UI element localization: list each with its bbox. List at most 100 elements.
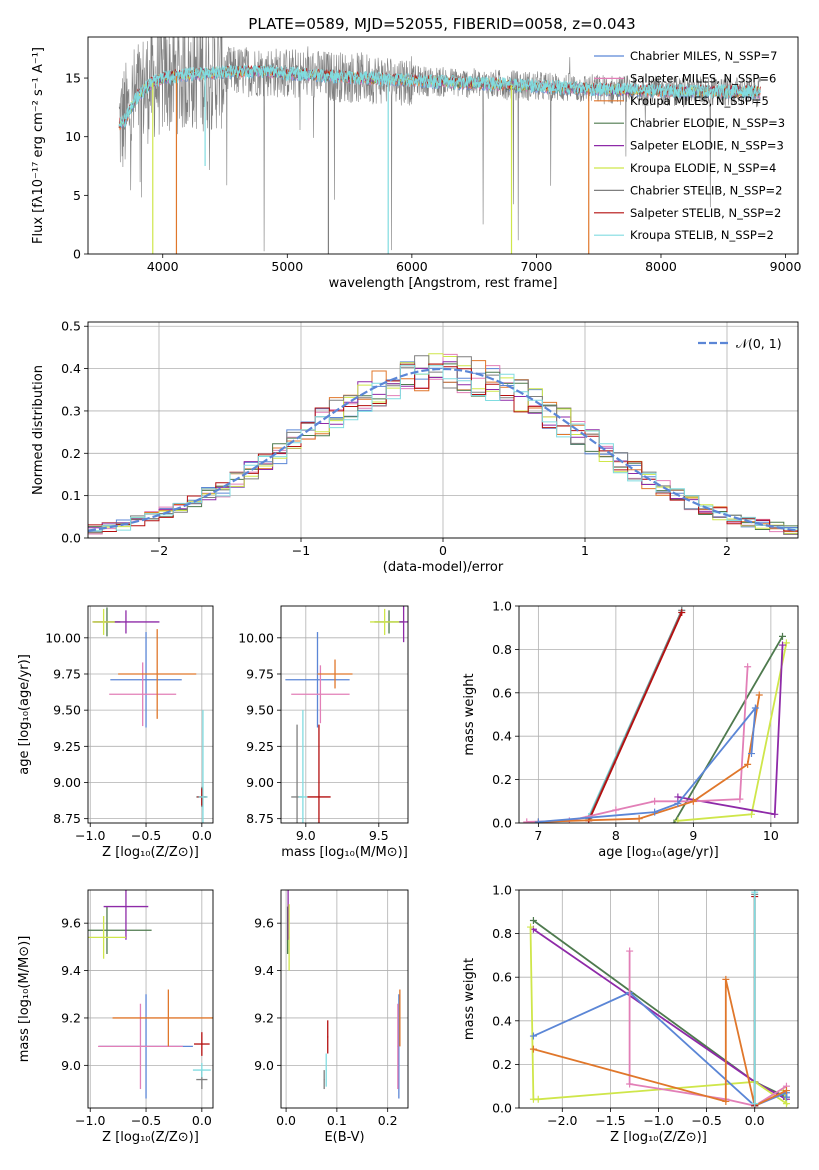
y-tick-label: 0.0: [492, 1101, 512, 1116]
weight-marker-salpeter_miles: [626, 1080, 634, 1088]
legend-label-chabrier_elodie: Chabrier ELODIE, N_SSP=3: [630, 116, 785, 130]
weight-marker-kroupa_miles: [635, 815, 643, 823]
x-tick-label: 0.0: [192, 828, 212, 843]
y-tick-label: 15: [65, 71, 81, 86]
axes-frame-group: 9.0 9.5 8.75 9.00 9.25 9.50 9.75 10.00 mass [log…: [238, 605, 409, 860]
weight-marker-kroupa_stelib: [751, 1100, 759, 1108]
x-tick-label: −0.5: [691, 1113, 721, 1128]
y-tick-label: 0.4: [61, 361, 81, 376]
y-tick-label: 9.50: [53, 703, 81, 718]
plot-area: [285, 606, 408, 823]
y-tick-label: 9.75: [246, 666, 274, 681]
y-tick-label: 0.6: [492, 685, 512, 700]
histogram-kroupa_stelib: [88, 364, 798, 532]
y-tick-label: 10: [65, 129, 81, 144]
y-tick-label: 0.6: [492, 970, 512, 985]
x-tick-label: 9: [689, 828, 697, 843]
y-tick-label: 9.25: [53, 739, 81, 754]
weight-line-chabrier_elodie: [673, 635, 784, 823]
y-tick-label: 0.1: [61, 488, 81, 503]
weight-marker-chabrier_miles: [751, 704, 759, 712]
weight-marker-chabrier_miles: [782, 1093, 790, 1101]
x-tick-label: −0.5: [131, 1113, 161, 1128]
axes-frame: [87, 605, 214, 824]
weight-marker-kroupa_miles: [722, 1097, 730, 1105]
x-tick-label: 9.5: [369, 828, 389, 843]
y-tick-label: 9.0: [61, 1058, 81, 1073]
legend-label-chabrier_miles: Chabrier MILES, N_SSP=7: [630, 49, 777, 63]
axes-frame: [280, 889, 409, 1109]
y-tick-label: 9.25: [246, 739, 274, 754]
x-axis-label: E(B-V): [324, 1130, 364, 1145]
weight-marker-salpeter_elodie: [771, 810, 779, 818]
plot-background: [88, 606, 213, 823]
x-tick-label: 0.1: [327, 1113, 347, 1128]
plot-background: [519, 606, 798, 823]
axes-frame-group: −2.0 −1.5 −1.0 −0.5 0.0 0.0 0.2 0.4 0.6 0.8 1.0 Z […: [462, 883, 799, 1145]
x-tick-label: 0.0: [745, 1113, 765, 1128]
y-tick-label: 0.0: [61, 531, 81, 546]
x-axis-label: Z [log₁₀(Z/Z⊙)]: [102, 1130, 199, 1145]
weight-marker-salpeter_miles: [612, 806, 620, 814]
y-axis-label: mass weight: [462, 958, 477, 1040]
weight-marker-kroupa_miles: [689, 797, 697, 805]
plot-background: [281, 606, 408, 823]
legend-label-kroupa_elodie: Kroupa ELODIE, N_SSP=4: [630, 161, 776, 175]
weight-marker-kroupa_stelib: [751, 890, 759, 896]
y-tick-label: 5: [73, 188, 81, 203]
weight-vs-metallicity-panel: −2.0 −1.5 −1.0 −0.5 0.0 0.0 0.2 0.4 0.6 0.8 1.0 Z […: [462, 883, 799, 1145]
normal-curve: [88, 367, 798, 532]
x-tick-label: −1.0: [75, 828, 105, 843]
y-tick-label: 1.0: [492, 883, 512, 898]
y-tick-label: 0.4: [492, 1013, 512, 1028]
axes-frame-group: 7 8 9 10 0.0 0.2 0.4 0.6 0.8 1.0 age [log₁₀(age/yr…: [462, 599, 799, 860]
weight-marker-salpeter_elodie: [674, 793, 682, 801]
x-tick-label: 0.0: [192, 1113, 212, 1128]
x-tick-label: 0.0: [276, 1113, 296, 1128]
legend-label-chabrier_stelib: Chabrier STELIB, N_SSP=2: [630, 183, 782, 197]
x-tick-label: −1.0: [643, 1113, 673, 1128]
weight-marker-salpeter_miles: [523, 818, 531, 823]
plot-area: [527, 890, 790, 1108]
weight-marker-chabrier_miles: [529, 1032, 537, 1040]
y-axis-label: mass [log₁₀(M/M⊙)]: [17, 936, 32, 1063]
x-tick-label: −2: [150, 543, 168, 558]
y-tick-label: 8.75: [246, 811, 274, 826]
plot-area: [88, 353, 798, 535]
weight-marker-kroupa_miles: [529, 1045, 537, 1053]
axes-frame-group: 0.0 0.1 0.2 9.0 9.2 9.4 9.6 E(B-V): [254, 889, 409, 1145]
y-tick-label: 9.75: [53, 666, 81, 681]
age-vs-metallicity-panel: −1.0 −0.5 0.0 8.75 9.00 9.25 9.50 9.75 10.00 Z [l…: [17, 605, 214, 860]
weight-marker-chabrier_miles: [651, 808, 659, 816]
x-tick-label: 5000: [271, 259, 303, 274]
plot-background: [281, 890, 408, 1108]
x-tick-label: −2.0: [547, 1113, 577, 1128]
y-tick-label: 0.2: [492, 772, 512, 787]
axes-frame: [87, 36, 799, 255]
x-axis-label: age [log₁₀(age/yr)]: [598, 845, 719, 860]
x-tick-label: −1: [292, 543, 310, 558]
weight-marker-chabrier_elodie: [529, 917, 537, 925]
legend-label-salpeter_miles: Salpeter MILES, N_SSP=6: [630, 71, 776, 85]
y-tick-label: 0.3: [61, 403, 81, 418]
axes-frame-group: 4000 5000 6000 7000 8000 9000 0 5 10 15 wavelength…: [31, 36, 801, 291]
legend-label-salpeter_elodie: Salpeter ELODIE, N_SSP=3: [630, 139, 784, 153]
x-axis-label: wavelength [Angstrom, rest frame]: [329, 276, 558, 291]
x-tick-label: 8: [612, 828, 620, 843]
weight-marker-salpeter_miles: [736, 795, 744, 803]
weight-marker-salpeter_stelib: [678, 609, 686, 617]
y-axis-label: age [log₁₀(age/yr)]: [17, 654, 32, 775]
weight-marker-salpeter_miles: [744, 663, 752, 671]
spectrum-panel: 4000 5000 6000 7000 8000 9000 0 5 10 15 wavelength…: [31, 36, 801, 291]
axes-frame-group: −1.0 −0.5 0.0 8.75 9.00 9.25 9.50 9.75 10.00 Z [l…: [17, 605, 214, 860]
y-tick-label: 8.75: [53, 811, 81, 826]
y-tick-label: 9.00: [53, 775, 81, 790]
legend-label-normal: 𝒩(0, 1): [736, 336, 782, 351]
x-axis-label: mass [log₁₀(M/M⊙)]: [281, 845, 408, 860]
age-vs-mass-panel: 9.0 9.5 8.75 9.00 9.25 9.50 9.75 10.00 mass [log…: [238, 605, 409, 860]
weight-marker-kroupa_elodie: [527, 923, 535, 931]
y-axis-label: Flux [fλ10⁻¹⁷ erg cm⁻² s⁻¹ A⁻¹]: [31, 47, 46, 244]
x-tick-label: 8000: [645, 259, 677, 274]
mass-vs-metallicity-panel: −1.0 −0.5 0.0 9.0 9.2 9.4 9.6 Z [log₁₀(Z/Z⊙)] ma…: [17, 889, 214, 1145]
y-tick-label: 9.6: [254, 916, 274, 931]
